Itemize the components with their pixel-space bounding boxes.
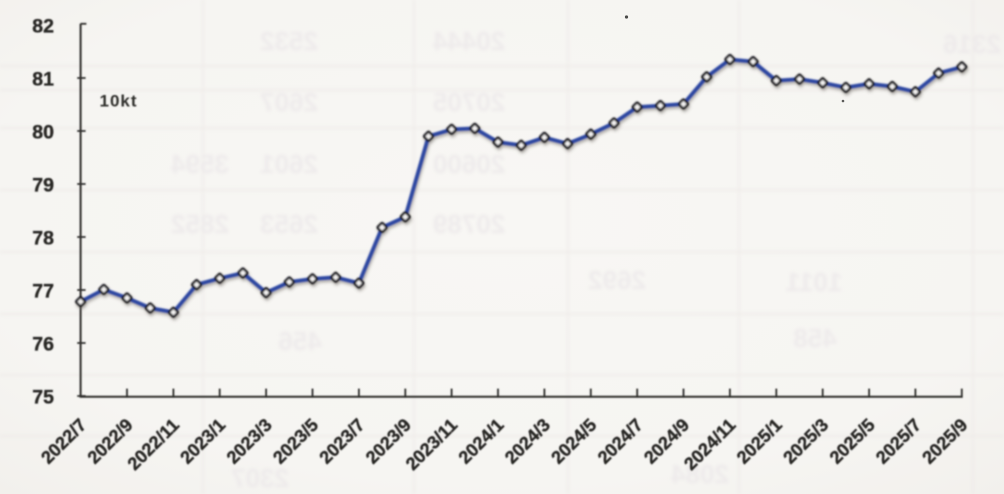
svg-text:2084: 2084 bbox=[671, 459, 729, 489]
svg-text:82: 82 bbox=[32, 15, 54, 37]
svg-text:20789: 20789 bbox=[433, 209, 505, 239]
svg-text:75: 75 bbox=[32, 386, 54, 408]
svg-text:78: 78 bbox=[32, 227, 54, 249]
svg-text:2532: 2532 bbox=[260, 26, 318, 56]
svg-text:80: 80 bbox=[32, 121, 54, 143]
svg-text:81: 81 bbox=[32, 68, 54, 90]
svg-text:2316: 2316 bbox=[943, 29, 1001, 59]
svg-text:77: 77 bbox=[32, 280, 54, 302]
svg-text:2607: 2607 bbox=[260, 87, 318, 117]
svg-text:2653: 2653 bbox=[260, 209, 318, 239]
svg-text:3594: 3594 bbox=[171, 149, 229, 179]
svg-text:2692: 2692 bbox=[588, 265, 646, 295]
svg-text:2601: 2601 bbox=[260, 149, 318, 179]
svg-text:2852: 2852 bbox=[171, 209, 229, 239]
svg-text:10kt: 10kt bbox=[100, 92, 138, 111]
svg-text:20444: 20444 bbox=[432, 26, 505, 56]
svg-text:458: 458 bbox=[793, 323, 836, 353]
svg-text:20600: 20600 bbox=[433, 149, 505, 179]
svg-text:1011: 1011 bbox=[786, 267, 842, 297]
svg-text:76: 76 bbox=[32, 333, 54, 355]
svg-text:2307: 2307 bbox=[231, 463, 289, 493]
svg-text:79: 79 bbox=[32, 174, 54, 196]
svg-text:20705: 20705 bbox=[433, 87, 505, 117]
svg-text:456: 456 bbox=[278, 326, 321, 356]
